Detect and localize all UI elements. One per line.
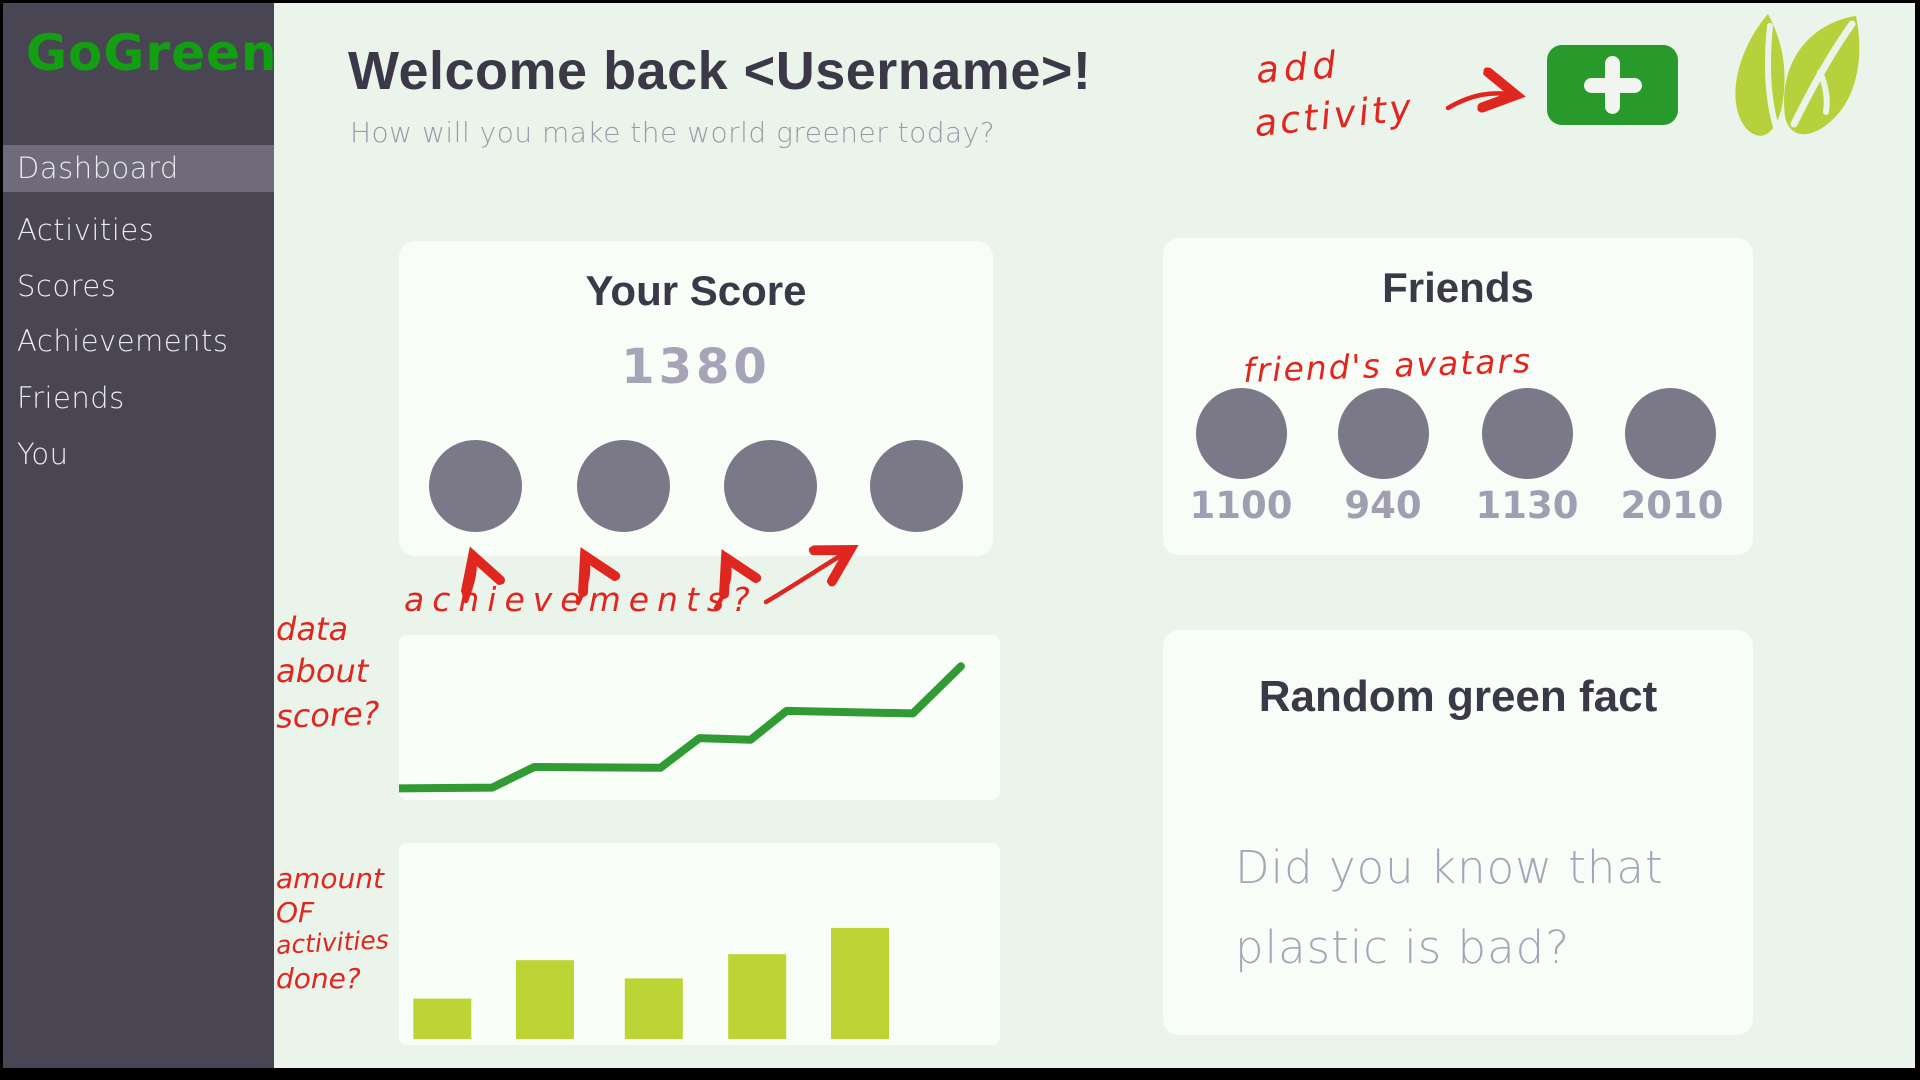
annotation-amount-activities: activities bbox=[275, 925, 390, 960]
annotation-data-about-score: score? bbox=[275, 694, 381, 736]
your-score-card: Your Score 1380 bbox=[399, 241, 993, 556]
annotation-add-activity: activity bbox=[1252, 85, 1417, 146]
frame-edge bbox=[0, 1068, 1920, 1080]
friend-avatar[interactable] bbox=[1338, 388, 1429, 479]
arrow-to-slot-4 bbox=[763, 550, 850, 605]
frame-edge bbox=[1915, 0, 1920, 1080]
annotation-data-about-score: data bbox=[276, 610, 349, 648]
sidebar-item-dashboard[interactable]: Dashboard bbox=[0, 145, 274, 192]
sidebar-item-activities[interactable]: Activities bbox=[17, 213, 155, 247]
friend-avatar[interactable] bbox=[1482, 388, 1573, 479]
score-card-title: Your Score bbox=[585, 267, 807, 314]
random-fact-card: Random green fact Did you know that plas… bbox=[1163, 630, 1753, 1035]
annotation-data-about-score: about bbox=[276, 652, 369, 690]
sidebar: GoGreen Dashboard Activities Scores Achi… bbox=[0, 0, 277, 1080]
achievement-slot[interactable] bbox=[724, 440, 817, 532]
friend-avatar[interactable] bbox=[1625, 388, 1716, 479]
add-activity-button[interactable] bbox=[1547, 45, 1678, 125]
sidebar-item-scores[interactable]: Scores bbox=[17, 269, 117, 303]
score-line-chart bbox=[395, 635, 1000, 800]
line-chart-svg bbox=[395, 662, 965, 793]
achievement-slot[interactable] bbox=[870, 440, 963, 532]
app-logo: GoGreen bbox=[26, 24, 278, 82]
plus-icon bbox=[1605, 56, 1620, 114]
sidebar-item-achievements[interactable]: Achievements bbox=[17, 324, 229, 358]
frame-edge bbox=[0, 0, 1920, 3]
annotation-achievements: achievements? bbox=[404, 580, 758, 619]
bar-chart-svg bbox=[413, 927, 889, 1039]
achievement-slot[interactable] bbox=[429, 440, 522, 532]
achievement-slot[interactable] bbox=[577, 440, 670, 532]
annotation-amount-activities: OF bbox=[276, 896, 315, 929]
leaf-logo-icon bbox=[1735, 14, 1860, 136]
sidebar-item-you[interactable]: You bbox=[17, 437, 69, 471]
page-title: Welcome back <Username>! bbox=[348, 41, 1092, 101]
friends-card-title: Friends bbox=[1382, 264, 1534, 311]
score-value: 1380 bbox=[621, 339, 771, 395]
friend-avatar[interactable] bbox=[1196, 388, 1287, 479]
page-subtitle: How will you make the world greener toda… bbox=[350, 116, 996, 149]
fact-card-title: Random green fact bbox=[1258, 672, 1658, 721]
friend-score: 1130 bbox=[1475, 484, 1579, 527]
friends-card: Friends 1100 940 1130 2010 bbox=[1163, 238, 1753, 555]
arrow-to-add-button bbox=[1445, 93, 1516, 108]
sidebar-item-friends[interactable]: Friends bbox=[17, 381, 125, 415]
friend-score: 1100 bbox=[1189, 484, 1293, 527]
annotation-add-activity: add bbox=[1254, 43, 1343, 92]
activities-bar-chart bbox=[399, 843, 1000, 1045]
annotation-amount-activities: amount bbox=[276, 862, 385, 895]
fact-body-text: Did you know that plastic is bad? bbox=[1235, 841, 1664, 974]
frame-edge bbox=[0, 0, 3, 1080]
friend-score: 2010 bbox=[1620, 484, 1724, 527]
annotation-amount-activities: done? bbox=[276, 962, 361, 995]
friend-score: 940 bbox=[1344, 484, 1422, 527]
